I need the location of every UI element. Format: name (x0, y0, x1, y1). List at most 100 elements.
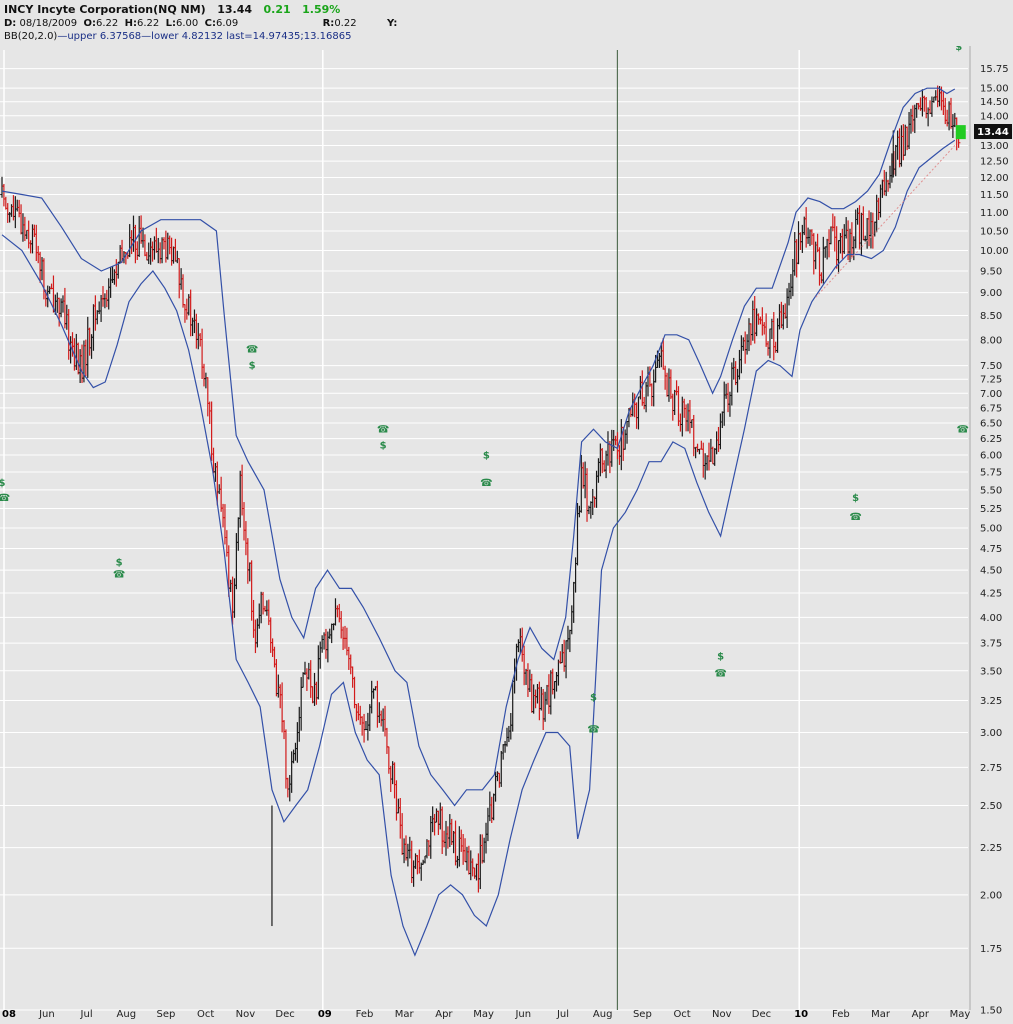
y-tick-label: 10.00 (980, 246, 1009, 257)
y-tick-label: 4.75 (980, 544, 1002, 555)
date-label: D: (4, 18, 17, 29)
earnings-call-marker: ☎ (0, 493, 10, 504)
bollinger-legend: BB(20,2.0)—upper 6.37568—lower 4.82132 l… (4, 31, 352, 42)
y-tick-label: 1.50 (980, 1006, 1002, 1017)
y-tick-label: 15.00 (980, 84, 1009, 95)
x-tick-label: May (950, 1009, 971, 1020)
y-tick-label: 6.00 (980, 450, 1002, 461)
x-tick-label: Jun (38, 1009, 55, 1020)
last-price-label: 13.44 (977, 127, 1009, 138)
earnings-call-marker: ☎ (480, 478, 492, 489)
bb-upper: upper 6.37568 (67, 31, 142, 42)
y-tick-label: 9.00 (980, 288, 1002, 299)
dividend-marker: $ (852, 493, 859, 504)
x-tick-label: Feb (356, 1009, 374, 1020)
company-name: Incyte Corporation(NQ NM) (37, 3, 206, 16)
earnings-call-marker: ☎ (113, 569, 125, 580)
bb-label: BB(20,2.0) (4, 31, 58, 42)
dividend-marker: $ (483, 450, 490, 461)
event-markers: $☎$☎☎$☎$$☎$☎$☎$☎$☎ (0, 42, 969, 735)
y-tick-label: 6.50 (980, 418, 1002, 429)
x-tick-label: Aug (593, 1009, 613, 1020)
x-tick-label: 09 (318, 1009, 332, 1020)
x-tick-label: Dec (752, 1009, 771, 1020)
range-value: 0.22 (334, 18, 357, 29)
earnings-call-marker: ☎ (849, 512, 861, 523)
x-tick-label: Apr (912, 1009, 930, 1020)
y-tick-label: 3.75 (980, 639, 1002, 650)
x-tick-label: Jul (80, 1009, 93, 1020)
dividend-marker: $ (380, 440, 387, 451)
y-tick-label: 6.25 (980, 434, 1002, 445)
low-label: L: (165, 18, 176, 29)
ticker-symbol: INCY (4, 3, 34, 16)
y-tick-label: 2.00 (980, 890, 1002, 901)
y-tick-label: 7.00 (980, 389, 1002, 400)
y-label: Y: (386, 18, 398, 29)
x-tick-label: Apr (435, 1009, 453, 1020)
y-tick-label: 6.75 (980, 403, 1002, 414)
x-tick-label: Oct (197, 1009, 214, 1020)
x-tick-label: Aug (117, 1009, 137, 1020)
y-tick-label: 3.25 (980, 696, 1002, 707)
dividend-marker: $ (955, 42, 962, 53)
ohlc-line: D: 08/18/2009 O:6.22 H:6.22 L:6.00 C:6.0… (4, 18, 397, 29)
last-price-box (955, 125, 966, 140)
y-tick-label: 5.00 (980, 523, 1002, 534)
x-tick-label: Mar (871, 1009, 891, 1020)
title-line: INCY Incyte Corporation(NQ NM) 13.44 0.2… (4, 3, 340, 16)
high-value: 6.22 (137, 18, 160, 29)
x-tick-label: Sep (157, 1009, 176, 1020)
time-axis: 08 Jun Jul Aug Sep Oct Nov Dec 09 Feb Mar Apr May Jun… (2, 1009, 970, 1020)
bb-last: last=14.97435;13.16865 (226, 31, 352, 42)
y-tick-label: 10.50 (980, 226, 1009, 237)
price-change-percent: 1.59% (302, 3, 341, 16)
y-tick-label: 12.00 (980, 173, 1009, 184)
y-tick-label: 14.50 (980, 97, 1009, 108)
x-tick-label: 10 (794, 1009, 808, 1020)
x-tick-label: Mar (395, 1009, 415, 1020)
earnings-call-marker: ☎ (587, 724, 599, 735)
y-tick-label: 2.25 (980, 843, 1002, 854)
high-label: H: (124, 18, 137, 29)
dividend-marker: $ (590, 692, 597, 703)
earnings-call-marker: ☎ (714, 669, 726, 680)
price-axis: 15.7515.0014.5014.0013.5013.0012.5012.00… (980, 64, 1009, 1016)
dividend-marker: $ (717, 652, 724, 663)
dividend-marker: $ (249, 360, 256, 371)
open-label: O: (83, 18, 97, 29)
x-tick-label: Jun (514, 1009, 531, 1020)
bollinger-lower-line (1, 139, 956, 957)
x-tick-label: 08 (2, 1009, 16, 1020)
date-value: 08/18/2009 (19, 18, 78, 29)
dividend-marker: $ (116, 558, 123, 569)
y-tick-label: 4.00 (980, 613, 1002, 624)
y-tick-label: 7.50 (980, 361, 1002, 372)
y-tick-label: 7.25 (980, 375, 1002, 386)
y-tick-label: 4.50 (980, 566, 1002, 577)
y-tick-label: 15.75 (980, 64, 1009, 75)
x-tick-label: Jul (556, 1009, 569, 1020)
x-tick-label: Feb (832, 1009, 850, 1020)
x-tick-label: Nov (712, 1009, 732, 1020)
earnings-call-marker: ☎ (377, 424, 389, 435)
y-tick-label: 1.75 (980, 944, 1002, 955)
x-tick-label: Nov (236, 1009, 256, 1020)
y-tick-label: 2.75 (980, 763, 1002, 774)
y-tick-label: 11.00 (980, 208, 1009, 219)
earnings-call-marker: ☎ (957, 424, 969, 435)
y-tick-label: 13.00 (980, 141, 1009, 152)
y-tick-label: 12.50 (980, 157, 1009, 168)
low-value: 6.00 (176, 18, 199, 29)
y-tick-label: 5.25 (980, 504, 1002, 515)
bb-lower: lower 4.82132 (151, 31, 224, 42)
bollinger-upper-line (1, 87, 956, 807)
y-tick-label: 11.50 (980, 190, 1009, 201)
last-price-badge: 13.44 (974, 124, 1012, 139)
earnings-call-marker: ☎ (246, 345, 258, 356)
last-price: 13.44 (217, 3, 252, 16)
x-tick-label: Sep (633, 1009, 652, 1020)
y-tick-label: 14.00 (980, 111, 1009, 122)
x-tick-label: Oct (673, 1009, 690, 1020)
dividend-marker: $ (0, 478, 6, 489)
